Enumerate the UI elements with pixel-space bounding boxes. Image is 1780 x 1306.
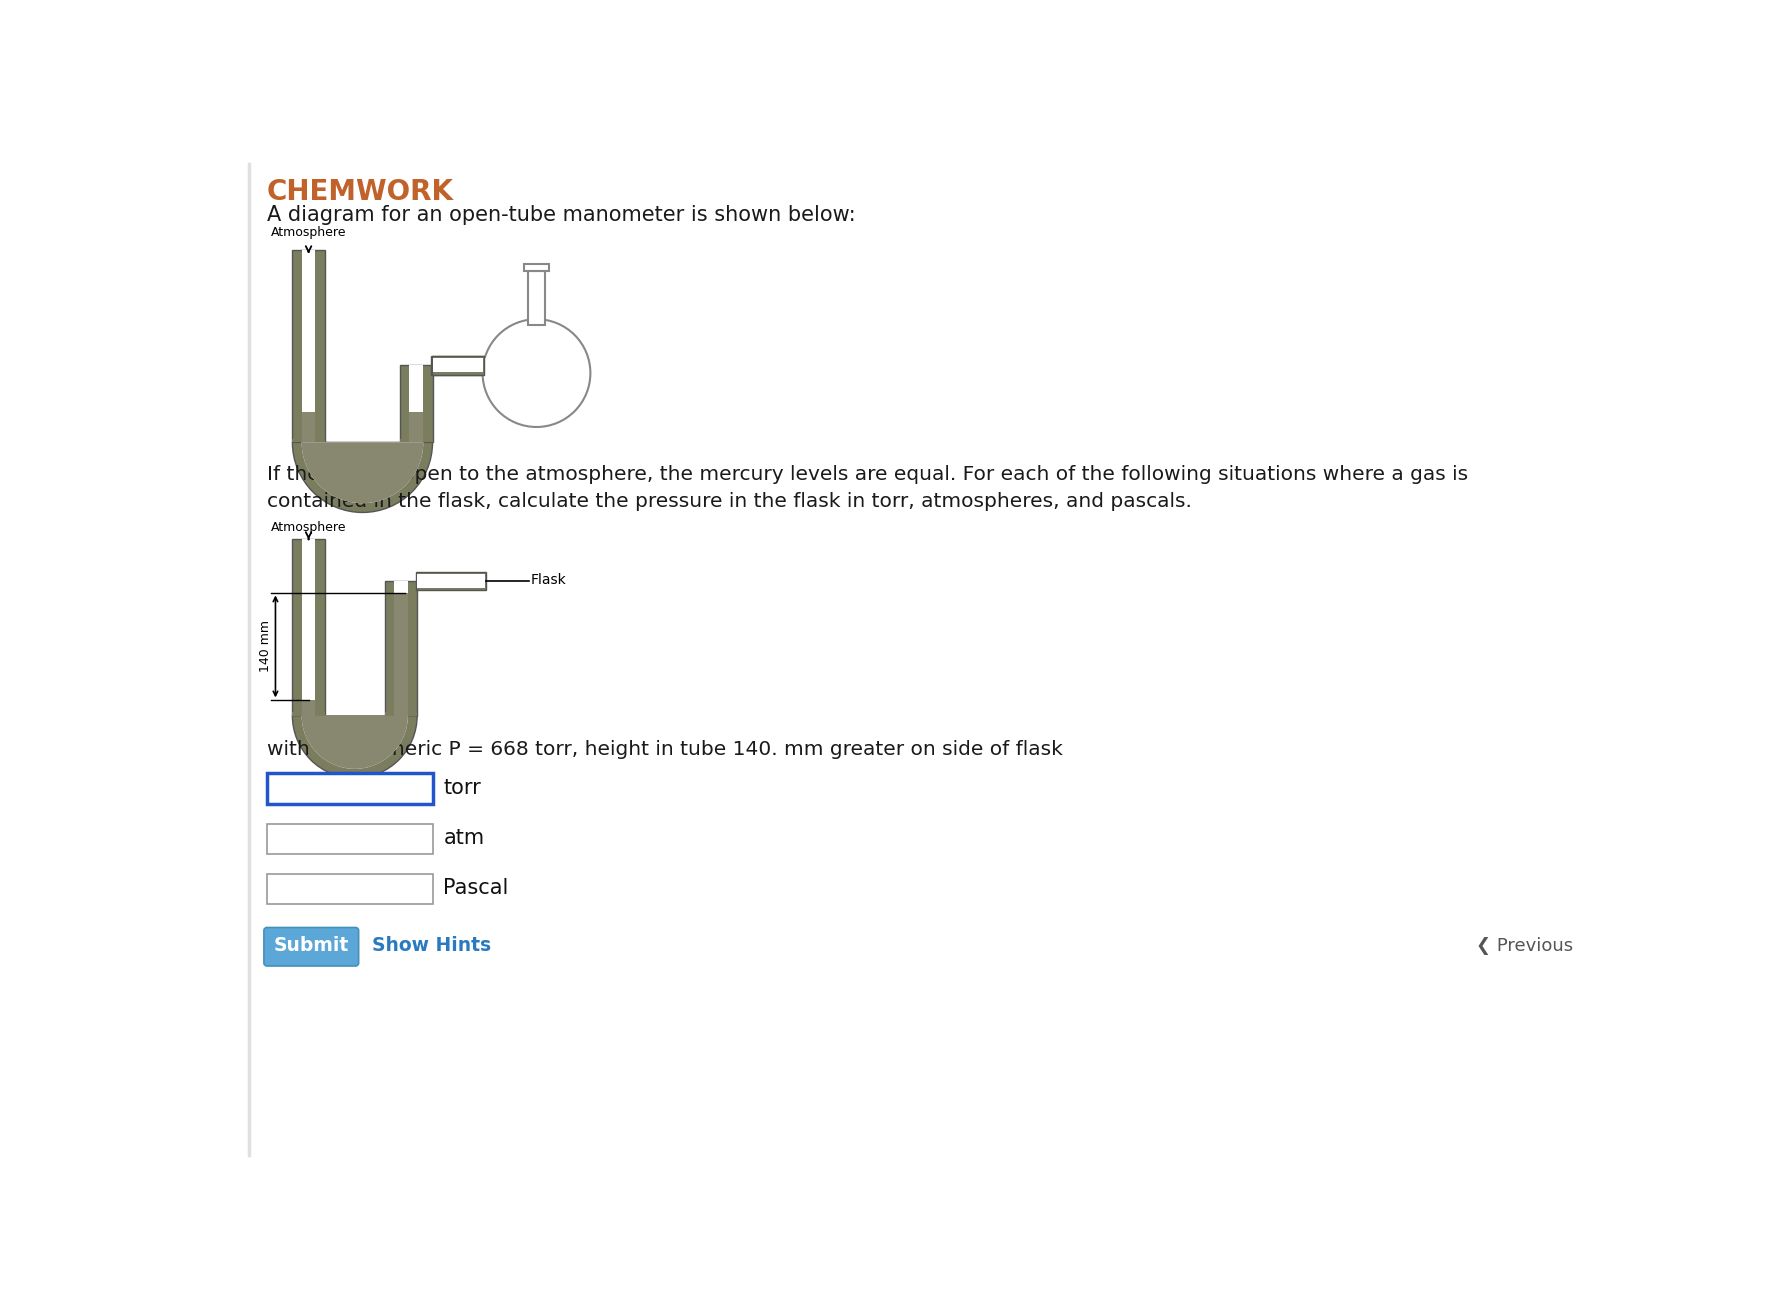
Polygon shape: [301, 411, 315, 443]
Wedge shape: [301, 443, 424, 503]
Polygon shape: [393, 593, 408, 716]
Polygon shape: [433, 358, 497, 372]
Text: If the flask is open to the atmosphere, the mercury levels are equal. For each o: If the flask is open to the atmosphere, …: [267, 465, 1468, 485]
Text: contained in the flask, calculate the pressure in the flask in torr, atmospheres: contained in the flask, calculate the pr…: [267, 492, 1193, 512]
Text: Show Hints: Show Hints: [372, 936, 491, 956]
Text: Submit: Submit: [274, 936, 349, 956]
Polygon shape: [301, 700, 315, 716]
Circle shape: [482, 319, 591, 427]
Polygon shape: [486, 358, 497, 372]
Text: Atmosphere: Atmosphere: [271, 521, 347, 534]
FancyBboxPatch shape: [263, 927, 358, 966]
Polygon shape: [400, 439, 433, 443]
Text: ❮ Previous: ❮ Previous: [1476, 936, 1574, 955]
Polygon shape: [529, 272, 545, 325]
Text: 140 mm: 140 mm: [260, 620, 272, 673]
Polygon shape: [415, 572, 486, 590]
Text: Atmosphere: Atmosphere: [271, 226, 347, 239]
Polygon shape: [384, 581, 417, 716]
Text: torr: torr: [443, 778, 481, 798]
Polygon shape: [409, 366, 424, 443]
Polygon shape: [433, 357, 484, 375]
Polygon shape: [301, 538, 315, 716]
Polygon shape: [433, 358, 484, 372]
Polygon shape: [393, 581, 408, 716]
Polygon shape: [301, 249, 315, 443]
Polygon shape: [292, 712, 324, 716]
Wedge shape: [292, 716, 417, 778]
Polygon shape: [292, 249, 324, 443]
Wedge shape: [292, 443, 433, 512]
FancyBboxPatch shape: [267, 824, 433, 854]
Text: atm: atm: [443, 828, 484, 848]
Wedge shape: [301, 443, 424, 503]
FancyBboxPatch shape: [267, 773, 433, 804]
Polygon shape: [431, 357, 498, 375]
Text: Flask: Flask: [530, 573, 566, 588]
Polygon shape: [292, 439, 324, 443]
Polygon shape: [409, 411, 424, 443]
FancyBboxPatch shape: [267, 874, 433, 904]
Polygon shape: [384, 712, 417, 716]
Text: Pascal: Pascal: [443, 878, 509, 899]
Polygon shape: [523, 264, 548, 272]
Polygon shape: [400, 366, 433, 443]
Text: A diagram for an open-tube manometer is shown below:: A diagram for an open-tube manometer is …: [267, 205, 856, 225]
Wedge shape: [301, 716, 408, 769]
Polygon shape: [417, 575, 484, 588]
Text: CHEMWORK: CHEMWORK: [267, 179, 454, 206]
Text: with atmospheric P = 668 torr, height in tube 140. mm greater on side of flask: with atmospheric P = 668 torr, height in…: [267, 741, 1063, 759]
Wedge shape: [301, 716, 408, 769]
Polygon shape: [292, 538, 324, 716]
